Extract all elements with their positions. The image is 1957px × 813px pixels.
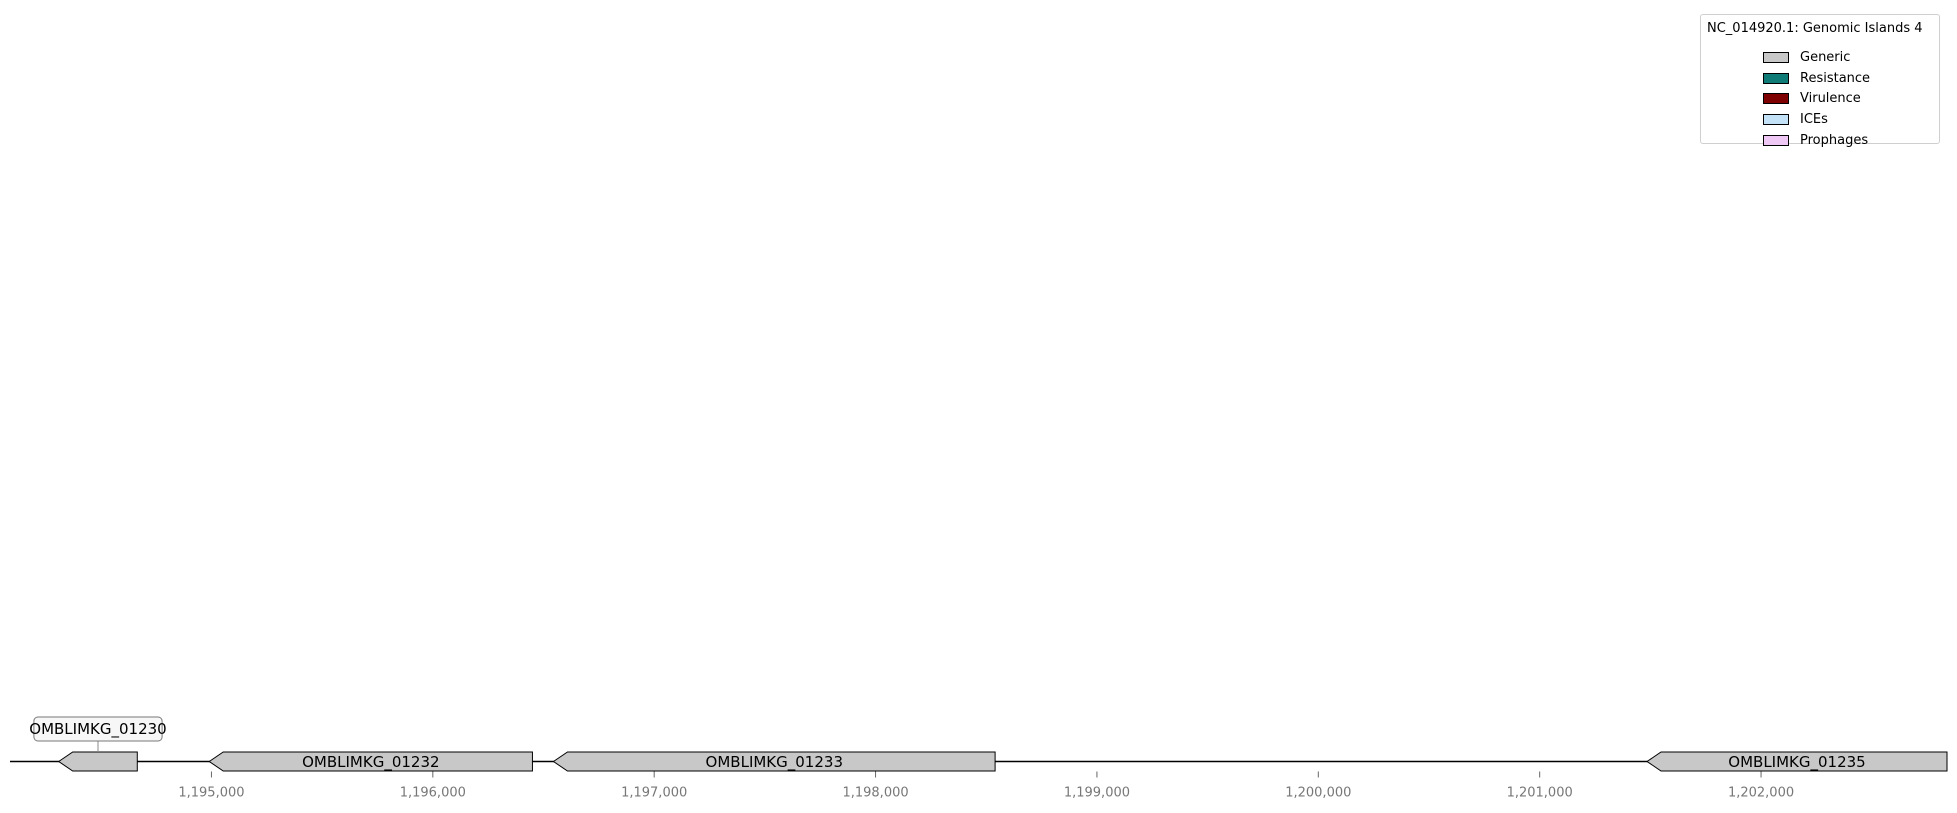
gene-arrow xyxy=(208,751,533,772)
legend-swatch-virulence xyxy=(1763,92,1789,104)
tick-label: 1,202,000 xyxy=(1728,786,1794,801)
legend-label-prophages: Prophages xyxy=(1800,132,1869,148)
tick-label: 1,197,000 xyxy=(621,786,687,801)
tick-label: 1,195,000 xyxy=(178,786,244,801)
axis-tick: 1,198,000 xyxy=(842,771,909,801)
tick-label: 1,196,000 xyxy=(400,786,466,801)
axis-tick: 1,196,000 xyxy=(400,771,466,801)
axis-tick: 1,199,000 xyxy=(1064,771,1130,801)
tick-label: 1,200,000 xyxy=(1285,786,1351,801)
axis-tick: 1,201,000 xyxy=(1507,771,1573,801)
gene-label: OMBLIMKG_01235 xyxy=(1728,753,1865,772)
legend-swatch-ices xyxy=(1763,113,1789,125)
legend: NC_014920.1: Genomic Islands 4 Generic R… xyxy=(1700,14,1940,148)
axis-tick: 1,197,000 xyxy=(621,771,687,801)
gene-label: OMBLIMKG_01230 xyxy=(29,720,166,739)
legend-item-resistance: Resistance xyxy=(1763,69,1870,87)
tick-label: 1,198,000 xyxy=(842,786,908,801)
legend-title: NC_014920.1: Genomic Islands 4 xyxy=(1707,21,1923,36)
gene-label: OMBLIMKG_01233 xyxy=(706,753,843,772)
gene-callout-box xyxy=(33,716,163,742)
legend-item-virulence: Virulence xyxy=(1763,89,1861,107)
tick-label: 1,199,000 xyxy=(1064,786,1130,801)
legend-label-virulence: Virulence xyxy=(1800,90,1861,106)
genes-layer: OMBLIMKG_01230 OMBLIMKG_01232 OMBLIMKG_012… xyxy=(29,716,1948,772)
gene-omblimkg-01230: OMBLIMKG_01230 xyxy=(29,716,167,772)
axis-tick: 1,195,000 xyxy=(178,771,245,801)
legend-swatch-prophages xyxy=(1763,134,1789,146)
axis-tick: 1,200,000 xyxy=(1285,771,1351,801)
axis-tick: 1,202,000 xyxy=(1728,771,1794,801)
legend-item-ices: ICEs xyxy=(1763,110,1828,128)
axis-ticks: 1,195,000 1,196,000 1,197,000 1,198,000 1,19… xyxy=(178,771,1794,801)
legend-swatch-resistance xyxy=(1763,72,1789,84)
gene-label: OMBLIMKG_01232 xyxy=(302,753,439,772)
legend-label-resistance: Resistance xyxy=(1800,70,1871,86)
gene-omblimkg-01233: OMBLIMKG_01233 xyxy=(552,751,996,772)
legend-item-prophages: Prophages xyxy=(1763,131,1868,149)
legend-label-generic: Generic xyxy=(1800,49,1851,65)
gene-omblimkg-01235: OMBLIMKG_01235 xyxy=(1646,751,1948,772)
legend-swatch-generic xyxy=(1763,51,1789,63)
gene-arrow xyxy=(552,751,996,772)
gene-arrow xyxy=(57,751,138,772)
tick-label: 1,201,000 xyxy=(1507,786,1573,801)
legend-item-generic: Generic xyxy=(1763,48,1850,66)
legend-label-ices: ICEs xyxy=(1800,111,1828,127)
gene-omblimkg-01232: OMBLIMKG_01232 xyxy=(208,751,533,772)
gene-arrow xyxy=(1646,751,1948,772)
